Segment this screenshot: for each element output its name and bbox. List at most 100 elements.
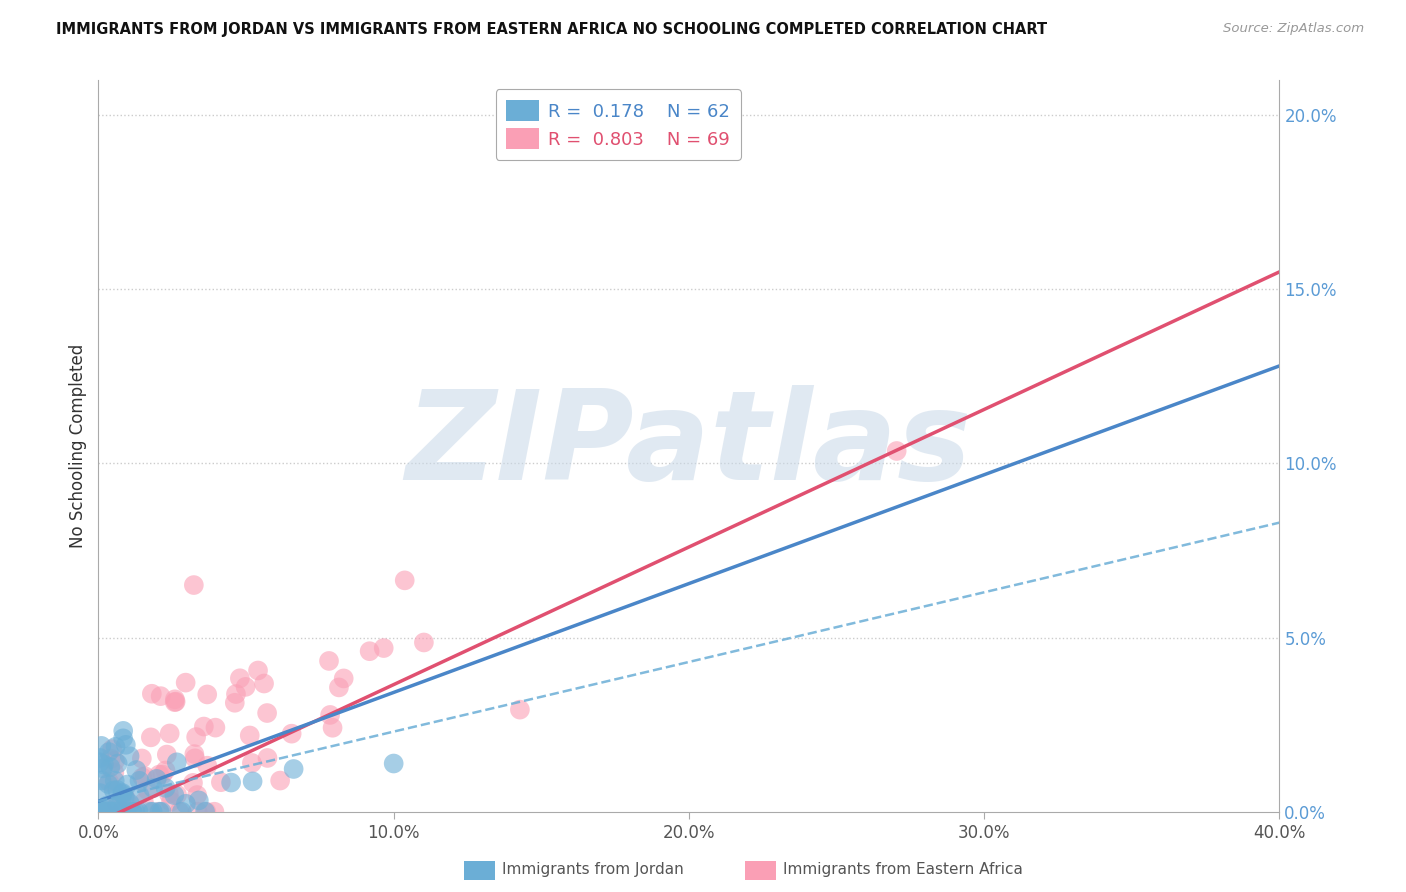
Point xyxy=(148,767,170,781)
Point xyxy=(163,695,186,709)
Text: Immigrants from Eastern Africa: Immigrants from Eastern Africa xyxy=(783,863,1024,877)
Point xyxy=(242,774,264,789)
Point xyxy=(170,805,193,819)
Point xyxy=(159,726,181,740)
Point xyxy=(101,742,124,756)
Point xyxy=(412,635,434,649)
Point xyxy=(193,720,215,734)
Point xyxy=(93,804,115,818)
Point xyxy=(111,786,134,800)
Point xyxy=(149,805,172,819)
Point xyxy=(240,756,263,770)
Point xyxy=(186,788,208,802)
Point xyxy=(115,805,138,819)
Point xyxy=(145,772,167,786)
Point xyxy=(90,739,112,753)
Point xyxy=(163,788,186,802)
Point xyxy=(184,751,207,765)
Point xyxy=(283,762,305,776)
Point xyxy=(124,805,146,819)
Point xyxy=(239,729,262,743)
Point xyxy=(209,775,232,789)
Point xyxy=(141,687,163,701)
Point xyxy=(121,805,143,819)
Point xyxy=(115,738,138,752)
Point xyxy=(111,787,134,801)
Point xyxy=(139,805,162,819)
Point xyxy=(148,805,170,819)
Point xyxy=(91,805,114,819)
Point xyxy=(165,695,187,709)
Point xyxy=(98,760,121,774)
Point xyxy=(318,654,340,668)
Point xyxy=(132,795,155,809)
Point xyxy=(90,773,112,788)
Text: IMMIGRANTS FROM JORDAN VS IMMIGRANTS FROM EASTERN AFRICA NO SCHOOLING COMPLETED : IMMIGRANTS FROM JORDAN VS IMMIGRANTS FRO… xyxy=(56,22,1047,37)
Point xyxy=(110,795,132,809)
Point xyxy=(128,773,150,788)
Point xyxy=(114,791,136,805)
Point xyxy=(131,770,153,784)
Point xyxy=(332,672,354,686)
Point xyxy=(100,805,122,819)
Point xyxy=(166,756,188,770)
Text: ZIPatlas: ZIPatlas xyxy=(406,385,972,507)
Point xyxy=(187,805,209,819)
Point xyxy=(93,757,115,772)
Point xyxy=(509,703,531,717)
Point xyxy=(382,756,405,771)
Point xyxy=(104,805,127,819)
Point xyxy=(90,805,112,819)
Point xyxy=(194,805,217,819)
Point xyxy=(128,788,150,802)
Point xyxy=(169,805,191,819)
Point xyxy=(103,765,125,780)
Point xyxy=(187,793,209,807)
Point xyxy=(225,687,247,701)
Point xyxy=(202,805,225,819)
Point xyxy=(157,787,180,801)
Point xyxy=(174,797,197,811)
Point xyxy=(155,764,177,778)
Point xyxy=(114,790,136,805)
Point xyxy=(105,796,128,810)
Point xyxy=(107,797,129,812)
Point xyxy=(96,798,118,813)
Point xyxy=(139,731,162,745)
Point xyxy=(107,756,129,771)
Point xyxy=(142,781,165,796)
Point xyxy=(359,644,381,658)
Point xyxy=(125,763,148,777)
Point xyxy=(319,707,342,722)
Point xyxy=(256,751,278,765)
Point xyxy=(89,756,111,770)
Point xyxy=(186,730,208,744)
Point xyxy=(108,804,131,818)
Point xyxy=(235,680,257,694)
Point xyxy=(103,783,125,797)
Point xyxy=(181,776,204,790)
Point xyxy=(89,786,111,800)
Point xyxy=(219,775,242,789)
Point xyxy=(117,778,139,792)
Point xyxy=(183,578,205,592)
Point xyxy=(118,749,141,764)
Point xyxy=(111,805,134,819)
Point xyxy=(328,681,350,695)
Point xyxy=(256,706,278,720)
Point xyxy=(121,805,143,819)
Point xyxy=(136,783,159,797)
Point xyxy=(98,775,121,789)
Point xyxy=(131,751,153,765)
Point xyxy=(195,805,218,819)
Point xyxy=(269,773,291,788)
Point xyxy=(373,641,395,656)
Point xyxy=(195,688,218,702)
Point xyxy=(98,805,121,819)
Point xyxy=(247,664,270,678)
Point xyxy=(224,696,246,710)
Point xyxy=(160,795,183,809)
Point xyxy=(134,769,156,783)
Point xyxy=(229,671,252,685)
Point xyxy=(166,788,188,802)
